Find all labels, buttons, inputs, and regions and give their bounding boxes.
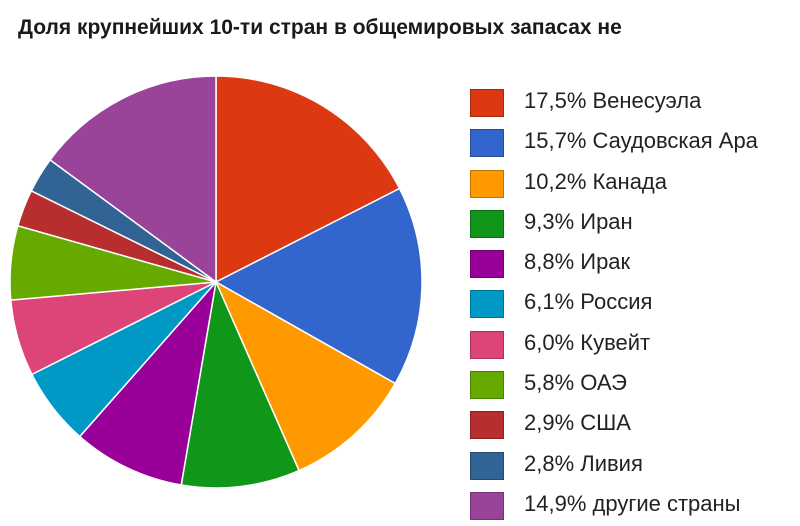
legend-swatch-9 xyxy=(470,451,504,480)
legend-label-3: 9,3% Иран xyxy=(524,208,633,234)
legend-label-9: 2,8% Ливия xyxy=(524,450,643,476)
chart-title: Доля крупнейших 10-ти стран в общемировы… xyxy=(18,16,622,39)
legend-swatch-6 xyxy=(470,330,504,359)
pie-slice-2[interactable] xyxy=(214,280,397,472)
pie-slice-0[interactable] xyxy=(215,75,401,284)
pie-slice-4[interactable] xyxy=(78,279,218,486)
legend-item-9[interactable]: 2,8% Ливия xyxy=(470,449,800,489)
legend-item-7[interactable]: 5,8% ОАЭ xyxy=(470,368,800,408)
legend-label-0: 17,5% Венесуэла xyxy=(524,88,702,113)
legend-swatch-8 xyxy=(470,411,504,440)
pie-slice-3[interactable] xyxy=(180,279,300,489)
legend-label-6: 6,0% Кувейт xyxy=(524,329,651,355)
legend-label-5: 6,1% Россия xyxy=(524,289,653,315)
legend-swatch-3 xyxy=(470,209,504,238)
legend-item-4[interactable]: 8,8% Ирак xyxy=(470,247,800,287)
legend-item-0[interactable]: 17,5% Венесуэла xyxy=(470,86,800,126)
legend: 17,5% Венесуэла 15,7% Саудовская Ара 10,2%… xyxy=(470,86,800,526)
legend-item-2[interactable]: 10,2% Канада xyxy=(470,167,800,207)
pie-slice-10[interactable] xyxy=(49,75,217,284)
legend-label-4: 8,8% Ирак xyxy=(524,249,631,275)
legend-label-8: 2,9% США xyxy=(524,410,631,436)
legend-swatch-5 xyxy=(470,290,504,319)
legend-swatch-0 xyxy=(470,89,504,117)
legend-item-8[interactable]: 2,9% США xyxy=(470,408,800,448)
legend-item-10[interactable]: 14,9% другие страны xyxy=(470,489,800,526)
legend-swatch-10 xyxy=(470,491,504,520)
legend-item-1[interactable]: 15,7% Саудовская Ара xyxy=(470,126,800,166)
legend-label-10: 14,9% другие страны xyxy=(524,490,741,516)
legend-swatch-7 xyxy=(470,371,504,400)
legend-swatch-4 xyxy=(470,250,504,279)
pie-slice-1[interactable] xyxy=(214,187,423,385)
legend-item-5[interactable]: 6,1% Россия xyxy=(470,287,800,327)
legend-swatch-1 xyxy=(470,129,504,158)
legend-label-2: 10,2% Канада xyxy=(524,168,667,194)
legend-label-1: 15,7% Саудовская Ара xyxy=(524,128,758,154)
legend-item-3[interactable]: 9,3% Иран xyxy=(470,207,800,247)
legend-item-6[interactable]: 6,0% Кувейт xyxy=(470,328,800,368)
pie-chart xyxy=(9,75,423,489)
legend-label-7: 5,8% ОАЭ xyxy=(524,370,627,396)
legend-swatch-2 xyxy=(470,169,504,198)
